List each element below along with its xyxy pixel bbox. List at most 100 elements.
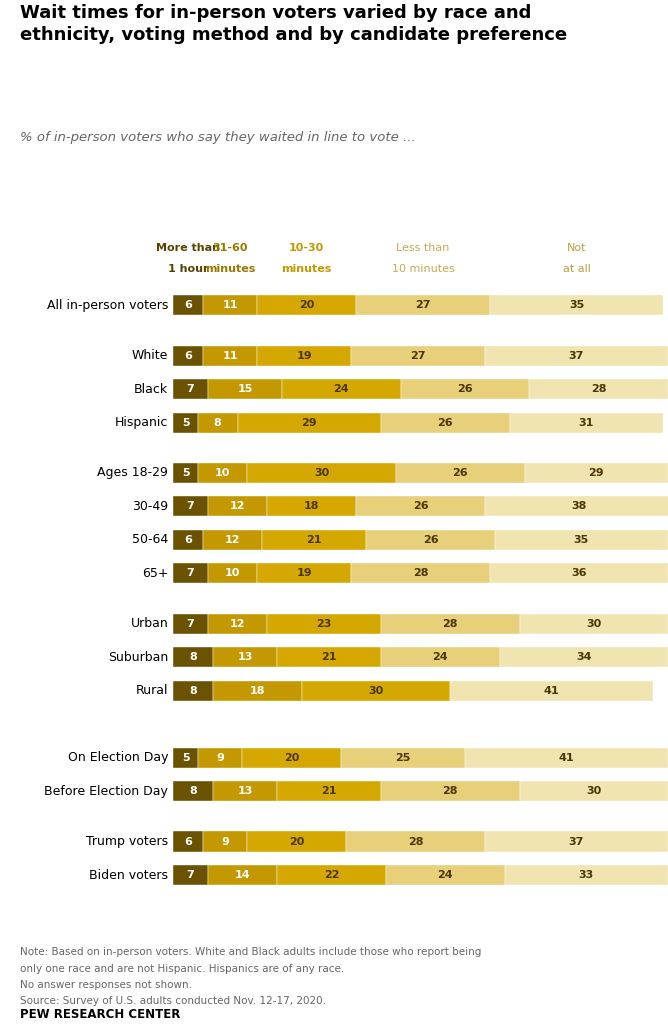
Text: 25: 25 bbox=[395, 753, 411, 763]
Text: Wait times for in-person voters varied by race and
ethnicity, voting method and : Wait times for in-person voters varied b… bbox=[20, 4, 567, 44]
Bar bbox=[213, 647, 277, 668]
Bar bbox=[173, 831, 203, 852]
Bar bbox=[381, 613, 520, 634]
Bar bbox=[238, 413, 381, 433]
Bar bbox=[282, 379, 401, 399]
Text: More than: More than bbox=[156, 244, 220, 253]
Text: 41: 41 bbox=[544, 686, 560, 695]
Text: 23: 23 bbox=[317, 618, 332, 629]
Bar bbox=[302, 681, 450, 700]
Text: 13: 13 bbox=[237, 786, 253, 797]
Bar bbox=[173, 295, 203, 315]
Bar bbox=[485, 831, 668, 852]
Text: 26: 26 bbox=[438, 418, 453, 428]
Bar bbox=[341, 748, 465, 768]
Text: 7: 7 bbox=[186, 502, 194, 511]
Bar bbox=[263, 529, 366, 550]
Text: 19: 19 bbox=[297, 568, 312, 579]
Bar bbox=[213, 681, 302, 700]
Bar bbox=[510, 413, 663, 433]
Text: 31: 31 bbox=[578, 418, 594, 428]
Text: 38: 38 bbox=[571, 502, 587, 511]
Text: Suburban: Suburban bbox=[108, 650, 168, 664]
Bar bbox=[257, 563, 351, 584]
Bar bbox=[277, 865, 386, 885]
Text: 10: 10 bbox=[215, 468, 230, 478]
Bar bbox=[173, 647, 213, 668]
Text: 28: 28 bbox=[442, 786, 458, 797]
Text: 7: 7 bbox=[186, 384, 194, 394]
Text: 24: 24 bbox=[438, 870, 453, 880]
Text: 35: 35 bbox=[569, 300, 584, 310]
Text: 30: 30 bbox=[314, 468, 329, 478]
Text: 8: 8 bbox=[214, 418, 222, 428]
Text: 5: 5 bbox=[182, 753, 189, 763]
Bar bbox=[450, 681, 653, 700]
Text: Urban: Urban bbox=[130, 617, 168, 630]
Text: Biden voters: Biden voters bbox=[90, 868, 168, 882]
Bar bbox=[347, 831, 485, 852]
Text: 37: 37 bbox=[568, 837, 584, 847]
Text: 12: 12 bbox=[230, 618, 245, 629]
Bar bbox=[173, 865, 208, 885]
Bar bbox=[173, 681, 213, 700]
Bar bbox=[208, 563, 257, 584]
Text: On Election Day: On Election Day bbox=[67, 752, 168, 764]
Text: 20: 20 bbox=[285, 753, 300, 763]
Text: 22: 22 bbox=[324, 870, 339, 880]
Text: 19: 19 bbox=[297, 350, 312, 360]
Bar bbox=[257, 295, 356, 315]
Bar bbox=[490, 563, 668, 584]
Text: 27: 27 bbox=[410, 350, 426, 360]
Bar bbox=[198, 463, 247, 483]
Bar bbox=[203, 345, 257, 366]
Bar bbox=[485, 345, 668, 366]
Text: 30: 30 bbox=[586, 618, 601, 629]
Text: 28: 28 bbox=[413, 568, 428, 579]
Text: minutes: minutes bbox=[282, 263, 332, 273]
Text: All in-person voters: All in-person voters bbox=[47, 299, 168, 312]
Text: 12: 12 bbox=[225, 535, 240, 545]
Bar bbox=[203, 529, 263, 550]
Text: Less than: Less than bbox=[396, 244, 450, 253]
Bar bbox=[356, 497, 485, 516]
Bar bbox=[208, 497, 267, 516]
Text: Trump voters: Trump voters bbox=[86, 835, 168, 848]
Text: 5: 5 bbox=[182, 418, 189, 428]
Text: 28: 28 bbox=[408, 837, 424, 847]
Bar bbox=[530, 379, 668, 399]
Bar bbox=[351, 563, 490, 584]
Text: 9: 9 bbox=[221, 837, 229, 847]
Bar bbox=[208, 379, 282, 399]
Bar bbox=[524, 463, 668, 483]
Text: 26: 26 bbox=[452, 468, 468, 478]
Text: No answer responses not shown.: No answer responses not shown. bbox=[20, 980, 192, 990]
Bar bbox=[500, 647, 668, 668]
Bar bbox=[173, 529, 203, 550]
Text: 11: 11 bbox=[222, 350, 238, 360]
Text: 24: 24 bbox=[333, 384, 349, 394]
Text: Before Election Day: Before Election Day bbox=[44, 784, 168, 798]
Text: 37: 37 bbox=[568, 350, 584, 360]
Text: 29: 29 bbox=[589, 468, 604, 478]
Text: PEW RESEARCH CENTER: PEW RESEARCH CENTER bbox=[20, 1008, 180, 1021]
Text: Not: Not bbox=[566, 244, 587, 253]
Text: Ages 18-29: Ages 18-29 bbox=[98, 466, 168, 479]
Text: 28: 28 bbox=[591, 384, 607, 394]
Text: 7: 7 bbox=[186, 870, 194, 880]
Text: Rural: Rural bbox=[136, 684, 168, 697]
Bar bbox=[208, 865, 277, 885]
Bar bbox=[203, 831, 247, 852]
Text: 10-30: 10-30 bbox=[289, 244, 325, 253]
Text: 41: 41 bbox=[558, 753, 574, 763]
Bar bbox=[277, 647, 381, 668]
Text: 20: 20 bbox=[299, 300, 315, 310]
Text: 8: 8 bbox=[189, 786, 197, 797]
Text: 21: 21 bbox=[307, 535, 322, 545]
Bar bbox=[208, 613, 267, 634]
Bar bbox=[351, 345, 485, 366]
Text: 6: 6 bbox=[184, 350, 192, 360]
Text: 21: 21 bbox=[321, 652, 337, 663]
Bar bbox=[173, 613, 208, 634]
Text: 7: 7 bbox=[186, 568, 194, 579]
